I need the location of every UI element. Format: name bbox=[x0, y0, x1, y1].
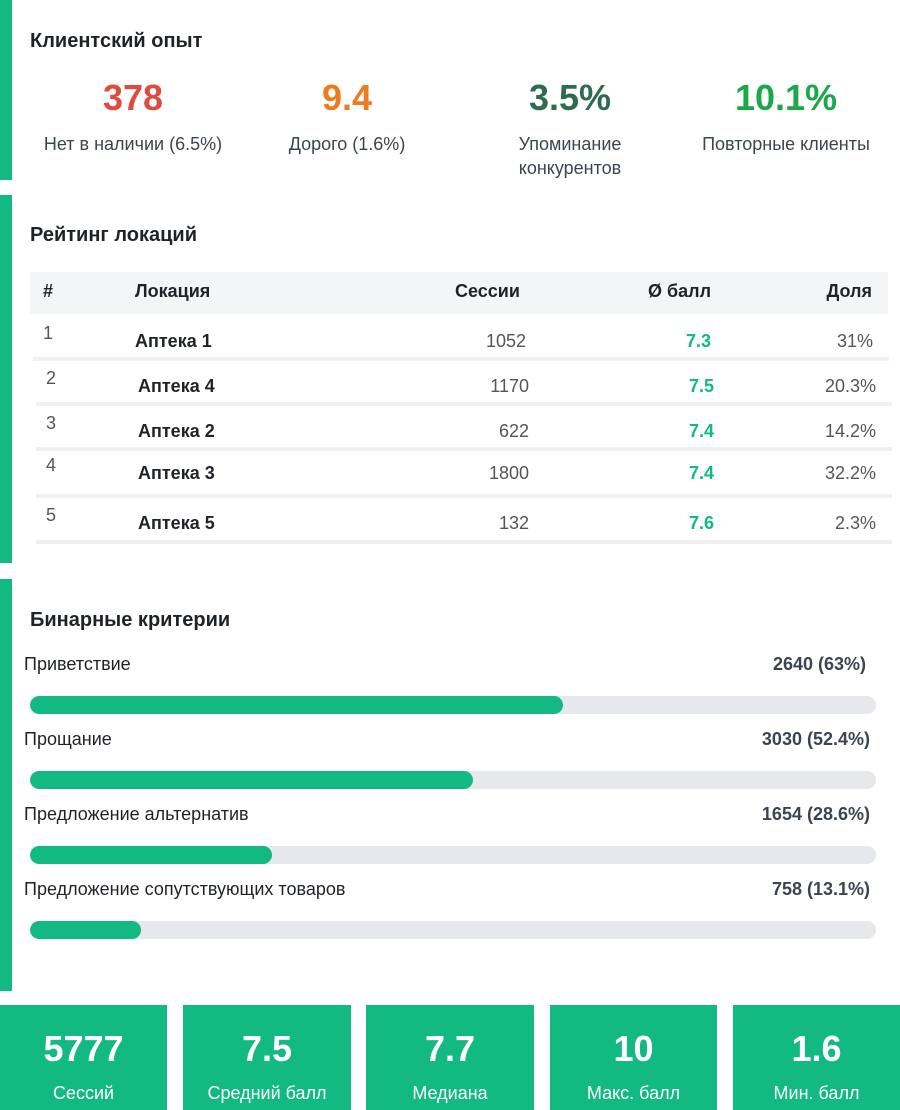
criterion-value: 1654 (28.6%) bbox=[761, 804, 870, 824]
row-share: 20.3% bbox=[824, 376, 876, 396]
criterion-farewell: Прощание 3030 (52.4%) bbox=[0, 729, 900, 804]
table-row[interactable]: 5 Аптека 5 132 7.6 2.3% bbox=[36, 498, 892, 544]
column-header-location[interactable]: Локация bbox=[135, 281, 211, 301]
criterion-alternatives: Предложение альтернатив 1654 (28.6%) bbox=[0, 804, 900, 879]
kpi-label: Нет в наличии (6.5%) bbox=[43, 134, 223, 154]
stat-tile-average: 7.5 Средний балл bbox=[183, 1005, 351, 1110]
kpi-value: 9.4 bbox=[321, 77, 373, 118]
location-rating-card: Рейтинг локаций # Локация Сессии Ø балл … bbox=[0, 195, 900, 563]
row-share: 31% bbox=[836, 331, 873, 351]
stat-tile-min: 1.6 Мин. балл bbox=[733, 1005, 900, 1110]
row-score: 7.3 bbox=[685, 331, 711, 351]
row-sessions: 622 bbox=[498, 421, 529, 441]
table-header: # Локация Сессии Ø балл Доля bbox=[30, 272, 888, 314]
kpi-expensive: 9.4 Дорого (1.6%) bbox=[237, 78, 457, 156]
row-score: 7.4 bbox=[688, 463, 714, 483]
criterion-value: 2640 (63%) bbox=[772, 654, 866, 674]
criterion-greeting: Приветствие 2640 (63%) bbox=[0, 654, 900, 729]
stat-value: 7.7 bbox=[424, 1028, 476, 1069]
kpi-value: 378 bbox=[102, 77, 164, 118]
stat-tile-median: 7.7 Медиана bbox=[366, 1005, 534, 1110]
column-header-score[interactable]: Ø балл bbox=[648, 281, 711, 301]
row-rank: 4 bbox=[46, 455, 57, 475]
criterion-label: Прощание bbox=[24, 729, 112, 749]
row-location: Аптека 2 bbox=[138, 421, 215, 441]
binary-criteria-card: Бинарные критерии Приветствие 2640 (63%)… bbox=[0, 579, 900, 991]
row-rank: 1 bbox=[43, 323, 54, 343]
criterion-value: 3030 (52.4%) bbox=[761, 729, 870, 749]
stat-label: Средний балл bbox=[207, 1083, 327, 1103]
stat-label: Мин. балл bbox=[773, 1083, 860, 1103]
criterion-related-products: Предложение сопутствующих товаров 758 (1… bbox=[0, 879, 900, 954]
stat-value: 1.6 bbox=[791, 1028, 842, 1069]
row-location: Аптека 5 bbox=[138, 513, 215, 533]
row-rank: 5 bbox=[46, 505, 57, 525]
row-location: Аптека 3 bbox=[138, 463, 215, 483]
kpi-label: Упоминание конкурентов bbox=[518, 134, 622, 178]
criterion-progress-fill bbox=[30, 771, 474, 789]
stat-tile-max: 10 Макс. балл bbox=[550, 1005, 717, 1110]
kpi-competitors: 3.5% Упоминание конкурентов bbox=[460, 78, 680, 180]
stat-label: Макс. балл bbox=[586, 1083, 681, 1103]
stat-value: 10 bbox=[613, 1028, 654, 1069]
criterion-progress-fill bbox=[30, 846, 272, 864]
location-rating-title: Рейтинг локаций bbox=[30, 224, 197, 246]
row-location: Аптека 4 bbox=[138, 376, 215, 396]
stat-label: Медиана bbox=[412, 1083, 488, 1103]
column-header-share[interactable]: Доля bbox=[826, 281, 872, 301]
kpi-value: 10.1% bbox=[734, 77, 838, 118]
stat-value: 7.5 bbox=[241, 1028, 293, 1069]
stat-label: Сессий bbox=[52, 1083, 115, 1103]
criterion-progress-track bbox=[30, 771, 876, 789]
kpi-label: Дорого (1.6%) bbox=[288, 134, 406, 154]
customer-experience-title: Клиентский опыт bbox=[30, 30, 203, 52]
row-sessions: 1800 bbox=[488, 463, 529, 483]
criterion-progress-track bbox=[30, 696, 876, 714]
column-header-num[interactable]: # bbox=[43, 281, 54, 301]
row-location: Аптека 1 bbox=[135, 331, 212, 351]
location-table: # Локация Сессии Ø балл Доля 1 Аптека 1 … bbox=[30, 272, 892, 544]
row-score: 7.5 bbox=[688, 376, 714, 396]
row-score: 7.4 bbox=[688, 421, 714, 441]
column-header-sessions[interactable]: Сессии bbox=[455, 281, 520, 301]
table-row[interactable]: 1 Аптека 1 1052 7.3 31% bbox=[33, 316, 889, 361]
criterion-progress-fill bbox=[30, 696, 563, 714]
kpi-out-of-stock: 378 Нет в наличии (6.5%) bbox=[23, 78, 243, 156]
table-row[interactable]: 2 Аптека 4 1170 7.5 20.3% bbox=[36, 361, 892, 406]
criterion-label: Предложение сопутствующих товаров bbox=[24, 879, 346, 899]
row-rank: 2 bbox=[46, 368, 57, 388]
criterion-progress-track bbox=[30, 846, 876, 864]
stat-value: 5777 bbox=[43, 1028, 124, 1069]
row-sessions: 132 bbox=[498, 513, 529, 533]
criterion-progress-track bbox=[30, 921, 876, 939]
row-rank: 3 bbox=[46, 413, 57, 433]
kpi-value: 3.5% bbox=[528, 77, 612, 118]
row-sessions: 1170 bbox=[490, 376, 529, 396]
table-row[interactable]: 3 Аптека 2 622 7.4 14.2% bbox=[36, 406, 892, 451]
binary-criteria-title: Бинарные критерии bbox=[30, 609, 231, 631]
kpi-label: Повторные клиенты bbox=[702, 134, 870, 154]
criterion-progress-fill bbox=[30, 921, 141, 939]
customer-experience-card: Клиентский опыт 378 Нет в наличии (6.5%)… bbox=[0, 0, 900, 180]
row-share: 14.2% bbox=[824, 421, 876, 441]
row-share: 32.2% bbox=[824, 463, 876, 483]
criterion-label: Предложение альтернатив bbox=[24, 804, 249, 824]
stat-tile-sessions: 5777 Сессий bbox=[0, 1005, 167, 1110]
row-share: 2.3% bbox=[834, 513, 876, 533]
criterion-value: 758 (13.1%) bbox=[771, 879, 870, 899]
criterion-label: Приветствие bbox=[24, 654, 131, 674]
kpi-repeat-clients: 10.1% Повторные клиенты bbox=[676, 78, 896, 156]
table-row[interactable]: 4 Аптека 3 1800 7.4 32.2% bbox=[36, 448, 892, 498]
row-score: 7.6 bbox=[688, 513, 714, 533]
row-sessions: 1052 bbox=[485, 331, 526, 351]
